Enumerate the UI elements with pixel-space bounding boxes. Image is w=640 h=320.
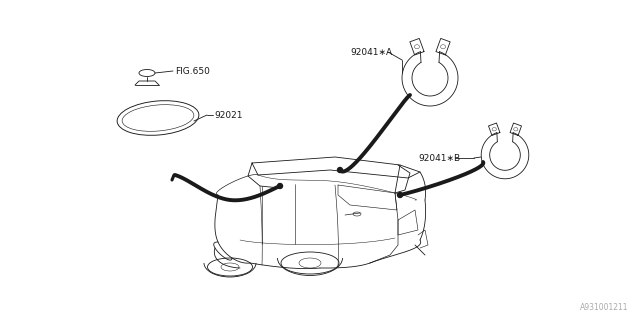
- Text: FIG.650: FIG.650: [175, 67, 210, 76]
- Text: 92021: 92021: [214, 110, 243, 119]
- Circle shape: [397, 193, 403, 197]
- Circle shape: [278, 183, 282, 188]
- Circle shape: [337, 167, 342, 172]
- Text: 92041∗A: 92041∗A: [350, 47, 392, 57]
- Ellipse shape: [139, 69, 155, 76]
- Text: 92041∗B: 92041∗B: [418, 154, 460, 163]
- Text: A931001211: A931001211: [579, 303, 628, 312]
